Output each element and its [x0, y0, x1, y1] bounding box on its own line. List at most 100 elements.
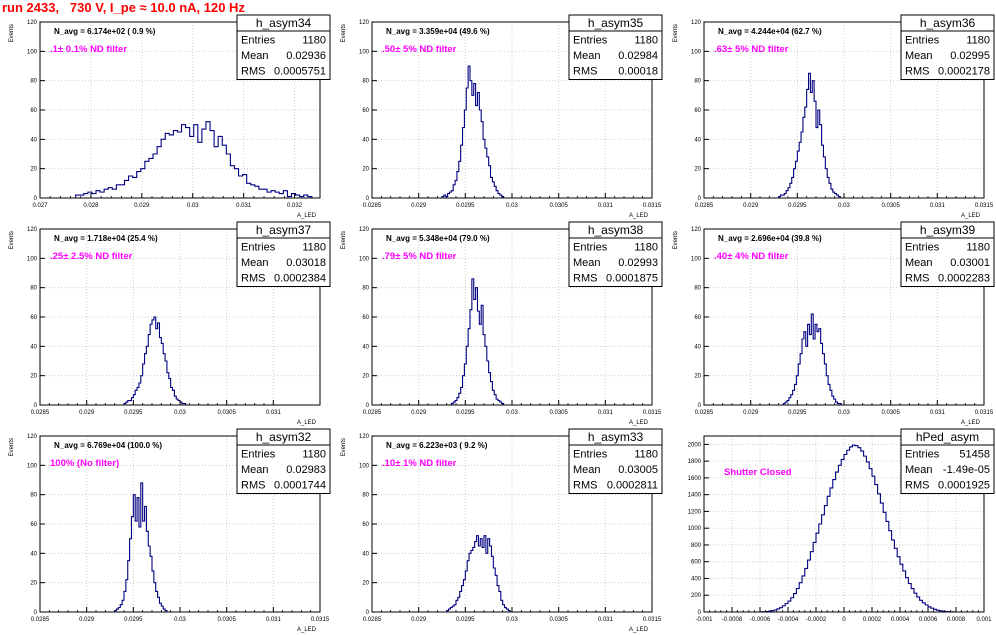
- y-axis-label: Events: [673, 231, 679, 249]
- x-tick-label: 0.0315: [643, 410, 662, 416]
- y-tick-label: 40: [30, 551, 37, 557]
- y-tick-label: 20: [694, 374, 701, 380]
- x-tick-label: 0.029: [411, 617, 427, 623]
- x-tick-label: 0.029: [743, 410, 759, 416]
- histogram-title: N_avg = 3.359e+04 (49.6 %): [386, 27, 490, 36]
- stats-value: 0.02995: [950, 50, 990, 62]
- y-tick-label: 40: [694, 344, 701, 350]
- stats-value: 0.0002178: [938, 66, 990, 78]
- x-tick-label: 0.03: [174, 617, 186, 623]
- x-tick-label: 0.0285: [695, 410, 714, 416]
- y-tick-label: 60: [362, 315, 369, 321]
- stats-label: Entries: [241, 35, 276, 47]
- x-tick-label: 0.029: [743, 203, 759, 209]
- stats-value: 0.02984: [618, 50, 658, 62]
- x-axis-label: A_LED: [629, 627, 649, 633]
- y-tick-label: 2000: [688, 442, 702, 448]
- x-tick-label: 0.031: [930, 203, 946, 209]
- stats-label: RMS: [241, 480, 265, 492]
- stats-label: Mean: [241, 257, 269, 269]
- histogram-name: h_asym35: [588, 16, 644, 30]
- filter-annotation: .1± 0.1% ND filter: [50, 44, 127, 55]
- x-tick-label: 0.0315: [643, 617, 662, 623]
- stats-value: 1180: [966, 242, 990, 254]
- y-tick-label: 1200: [688, 509, 702, 515]
- histogram-title: N_avg = 6.174e+02 ( 0.9 %): [54, 27, 156, 36]
- filter-annotation: .40± 4% ND filter: [714, 251, 789, 262]
- histogram-name: h_asym33: [588, 430, 644, 444]
- x-tick-label: 0.0285: [31, 617, 50, 623]
- y-tick-label: 120: [27, 20, 38, 26]
- x-tick-label: 0.027: [32, 203, 48, 209]
- x-tick-label: 0.0315: [643, 203, 662, 209]
- y-tick-label: 60: [30, 108, 37, 114]
- y-tick-label: 80: [30, 79, 37, 85]
- stats-value: 0.0001875: [606, 273, 658, 285]
- y-tick-label: 100: [359, 463, 370, 469]
- x-tick-label: 0.0285: [31, 410, 50, 416]
- y-axis-label: Events: [673, 24, 679, 42]
- histogram-title: N_avg = 4.244e+04 (62.7 %): [718, 27, 822, 36]
- stats-value: -1.49e-05: [943, 464, 990, 476]
- stats-label: Mean: [905, 50, 933, 62]
- histogram-name: h_asym32: [256, 430, 312, 444]
- y-tick-label: 20: [362, 374, 369, 380]
- stats-label: RMS: [905, 480, 929, 492]
- y-tick-label: 0: [366, 196, 370, 202]
- y-tick-label: 120: [27, 227, 38, 233]
- x-tick-label: 0.0006: [919, 617, 938, 623]
- y-axis-label: Events: [341, 24, 347, 42]
- y-tick-label: 60: [694, 315, 701, 321]
- y-tick-label: 60: [30, 522, 37, 528]
- x-tick-label: 0.001: [976, 617, 992, 623]
- y-tick-label: 40: [362, 551, 369, 557]
- y-tick-label: 20: [694, 167, 701, 173]
- x-tick-label: 0.03: [174, 410, 186, 416]
- y-tick-label: 0: [366, 403, 370, 409]
- y-tick-label: 0: [698, 403, 702, 409]
- x-tick-label: 0.0295: [788, 203, 807, 209]
- x-tick-label: 0.031: [266, 617, 282, 623]
- x-axis-label: A_LED: [629, 420, 649, 426]
- stats-label: RMS: [573, 273, 597, 285]
- y-tick-label: 20: [362, 167, 369, 173]
- y-tick-label: 100: [27, 49, 38, 55]
- stats-value: 1180: [634, 449, 658, 461]
- y-tick-label: 600: [691, 560, 702, 566]
- x-tick-label: 0.0305: [549, 203, 568, 209]
- x-tick-label: 0.032: [287, 203, 303, 209]
- histogram-name: hPed_asym: [916, 430, 979, 444]
- y-tick-label: 0: [366, 610, 370, 616]
- y-tick-label: 120: [359, 434, 370, 440]
- y-tick-label: 120: [691, 20, 702, 26]
- stats-value: 0.02936: [286, 50, 326, 62]
- y-tick-label: 40: [30, 344, 37, 350]
- x-tick-label: 0.029: [411, 203, 427, 209]
- x-tick-label: 0.031: [598, 410, 614, 416]
- x-tick-label: -0.001: [695, 617, 713, 623]
- y-tick-label: 40: [362, 344, 369, 350]
- y-tick-label: 0: [34, 196, 38, 202]
- stats-label: Mean: [573, 464, 601, 476]
- x-tick-label: 0.03: [506, 617, 518, 623]
- stats-label: RMS: [573, 480, 597, 492]
- stats-label: Mean: [241, 464, 269, 476]
- stats-value: 0.03005: [618, 464, 658, 476]
- y-tick-label: 100: [27, 463, 38, 469]
- x-tick-label: 0.0295: [456, 617, 475, 623]
- x-tick-label: -0.0006: [750, 617, 771, 623]
- stats-value: 0.02993: [618, 257, 658, 269]
- histogram-title: N_avg = 2.696e+04 (39.8 %): [718, 234, 822, 243]
- x-axis-label: A_LED: [297, 213, 317, 219]
- y-tick-label: 1800: [688, 459, 702, 465]
- stats-value: 1180: [966, 35, 990, 47]
